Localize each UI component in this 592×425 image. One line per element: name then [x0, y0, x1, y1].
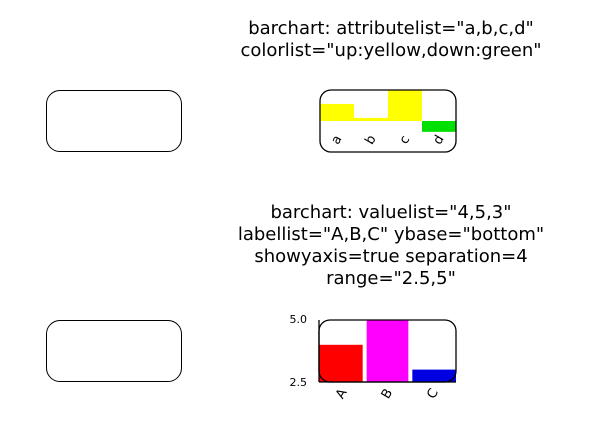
category-label: C	[424, 386, 442, 401]
empty-node-box	[46, 90, 182, 152]
chart2-caption-line: labellist="A,B,C" ybase="bottom"	[237, 224, 545, 245]
bar	[412, 369, 456, 382]
chart1-caption-line: colorlist="up:yellow,down:green"	[240, 40, 542, 61]
bar	[422, 121, 456, 132]
chart1-caption-line: barchart: attributelist="a,b,c,d"	[248, 18, 534, 39]
chart2-caption: barchart: valuelist="4,5,3" labellist="A…	[196, 202, 586, 290]
y-tick-label: 2.5	[290, 376, 308, 389]
category-label: B	[379, 386, 396, 401]
y-tick-label: 5.0	[290, 313, 308, 326]
bar	[366, 320, 409, 382]
category-label: a	[329, 133, 346, 147]
chart2-caption-line: barchart: valuelist="4,5,3"	[270, 202, 512, 223]
category-label: c	[397, 133, 414, 147]
category-label: A	[333, 386, 350, 401]
bar	[320, 103, 354, 121]
chart1-caption: barchart: attributelist="a,b,c,d" colorl…	[196, 18, 586, 62]
category-label: d	[430, 133, 447, 148]
chart1-frame	[319, 89, 457, 153]
category-label: b	[362, 133, 379, 148]
chart2-caption-line: showyaxis=true separation=4	[254, 246, 528, 267]
chart2-caption-line: range="2.5,5"	[326, 268, 456, 289]
bar	[319, 344, 363, 382]
bar	[354, 117, 388, 121]
bar	[388, 90, 422, 121]
empty-node-box	[46, 320, 182, 382]
